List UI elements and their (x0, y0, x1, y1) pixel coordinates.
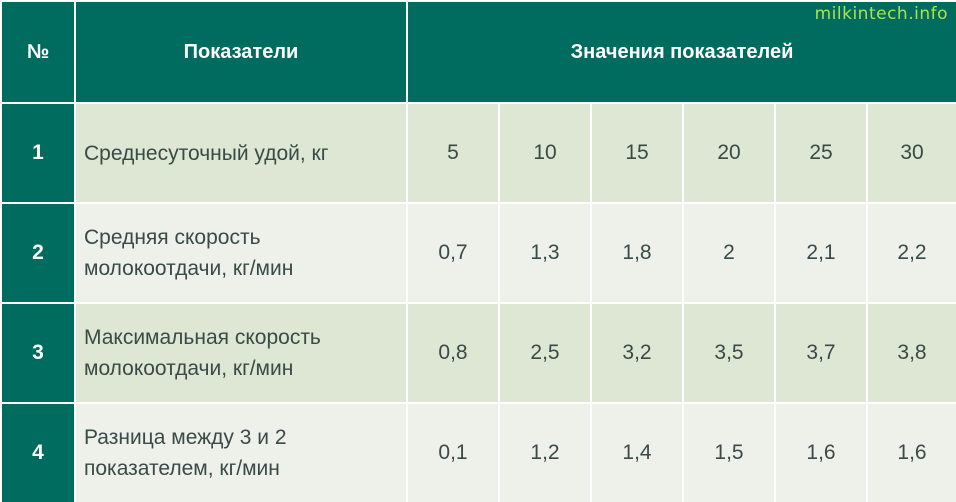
row-value: 0,1 (406, 402, 500, 502)
row-num: 1 (0, 102, 76, 204)
table-row: 3 Максимальная скорость молокоотдачи, кг… (0, 302, 956, 404)
row-value: 20 (682, 102, 776, 204)
row-value: 2,1 (774, 202, 868, 304)
row-value: 3,8 (865, 302, 956, 404)
header-num: № (0, 0, 76, 104)
table-header-row: № Показатели Значения показателей (0, 0, 956, 104)
row-value: 1,2 (498, 402, 592, 502)
row-value: 3,5 (682, 302, 776, 404)
row-label: Разница между 3 и 2 показателем, кг/мин (74, 402, 408, 502)
row-value: 3,2 (590, 302, 684, 404)
row-value: 1,3 (498, 202, 592, 304)
row-label-line: молокоотдачи, кг/мин (84, 257, 294, 280)
row-label: Среднесуточный удой, кг (74, 102, 408, 204)
header-indicators: Показатели (74, 0, 408, 104)
row-value: 5 (406, 102, 500, 204)
row-value: 3,7 (774, 302, 868, 404)
row-value: 0,8 (406, 302, 500, 404)
row-value: 1,8 (590, 202, 684, 304)
table-row: 2 Средняя скорость молокоотдачи, кг/мин … (0, 202, 956, 304)
header-values: Значения показателей (405, 0, 956, 104)
row-num: 3 (0, 302, 76, 404)
row-value: 2,5 (498, 302, 592, 404)
row-label-line: Средняя скорость (84, 226, 261, 249)
row-label: Средняя скорость молокоотдачи, кг/мин (74, 202, 408, 304)
row-value: 30 (865, 102, 956, 204)
table-row: 1 Среднесуточный удой, кг 5 10 15 20 25 … (0, 102, 956, 204)
row-value: 1,5 (682, 402, 776, 502)
row-label-line: Разница между 3 и 2 (84, 426, 287, 449)
row-num: 4 (0, 402, 76, 502)
row-value: 25 (774, 102, 868, 204)
row-label: Максимальная скорость молокоотдачи, кг/м… (74, 302, 408, 404)
row-value: 2 (682, 202, 776, 304)
row-label-line: Среднесуточный удой, кг (84, 141, 329, 165)
row-value: 1,4 (590, 402, 684, 502)
row-value: 2,2 (865, 202, 956, 304)
row-value: 1,6 (774, 402, 868, 502)
row-num: 2 (0, 202, 76, 304)
row-value: 0,7 (406, 202, 500, 304)
row-label-line: Максимальная скорость (84, 326, 321, 349)
row-label-line: молокоотдачи, кг/мин (84, 357, 294, 380)
site-watermark: milkintech.info (814, 4, 948, 24)
row-label-line: показателем, кг/мин (84, 457, 280, 480)
row-value: 1,6 (865, 402, 956, 502)
row-value: 15 (590, 102, 684, 204)
row-value: 10 (498, 102, 592, 204)
table-row: 4 Разница между 3 и 2 показателем, кг/ми… (0, 402, 956, 502)
